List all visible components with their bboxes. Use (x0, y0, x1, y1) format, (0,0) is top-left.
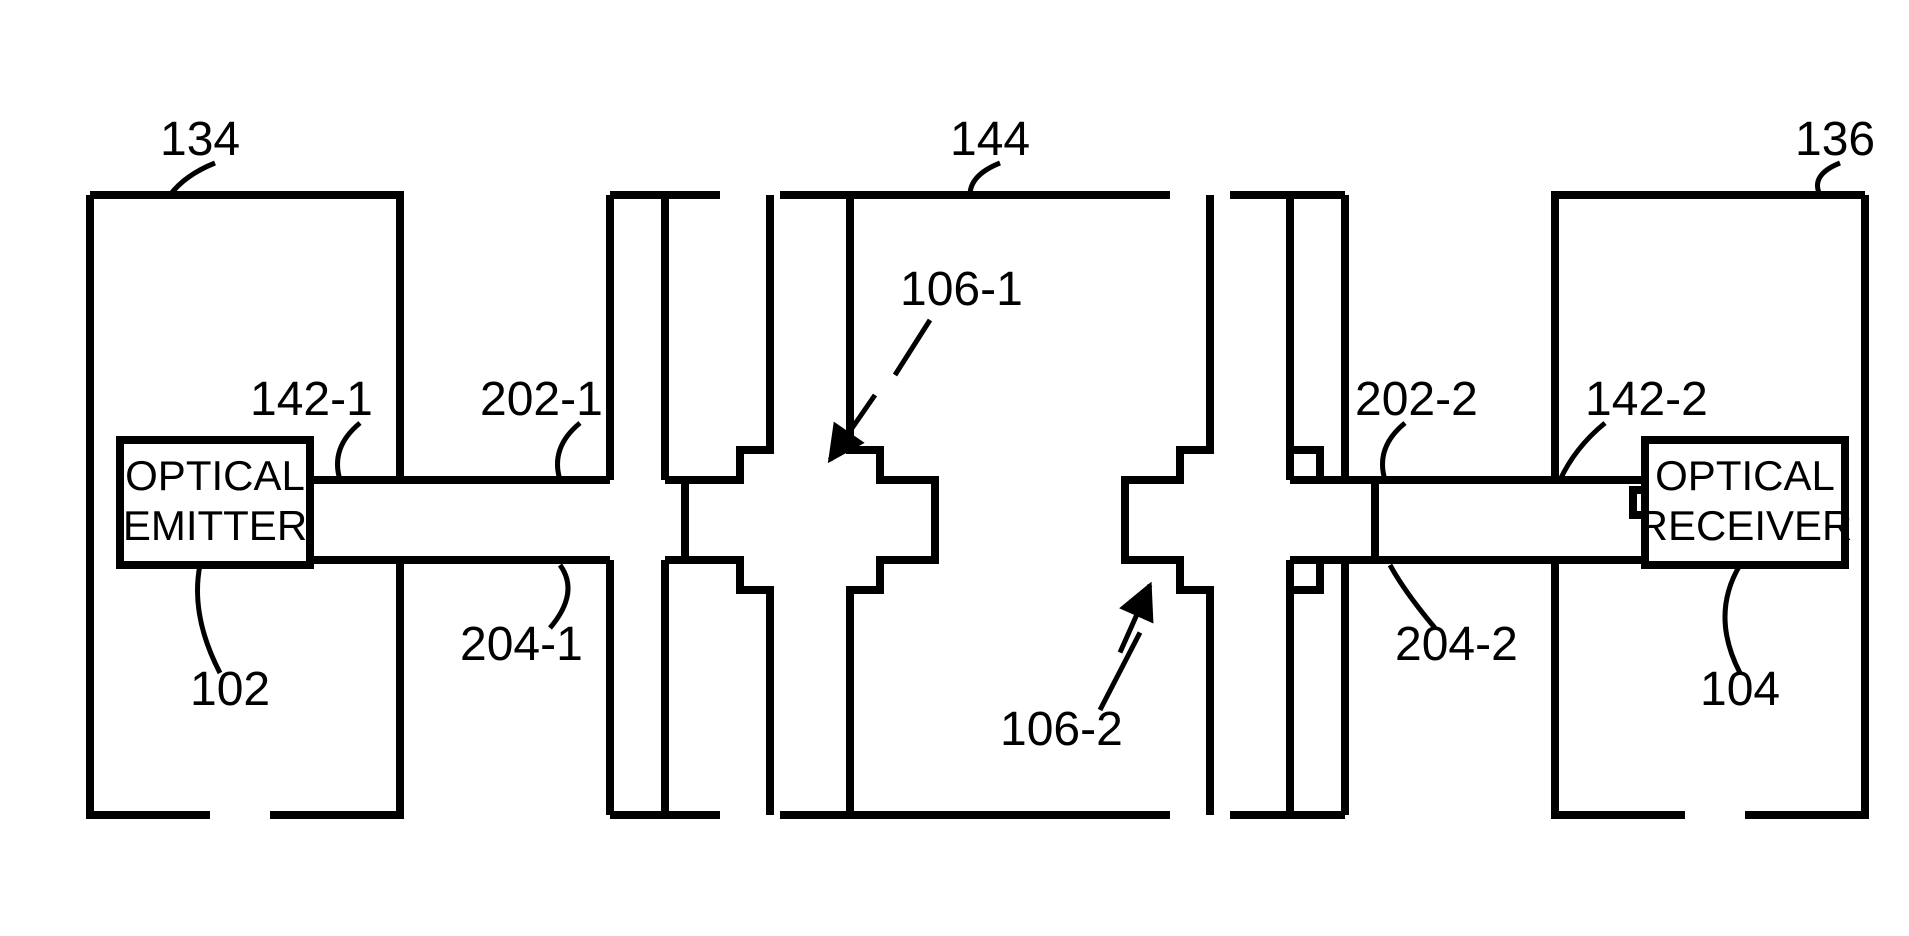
svg-text:OPTICAL: OPTICAL (1655, 452, 1835, 499)
svg-text:RECEIVER: RECEIVER (1638, 502, 1853, 549)
svg-text:102: 102 (190, 663, 270, 716)
svg-text:142-2: 142-2 (1585, 373, 1708, 426)
svg-text:142-1: 142-1 (250, 373, 373, 426)
svg-text:144: 144 (950, 113, 1030, 166)
svg-text:EMITTER: EMITTER (123, 502, 307, 549)
optical-link-diagram: OPTICALEMITTEROPTICALRECEIVER13414413614… (0, 0, 1909, 936)
svg-text:106-2: 106-2 (1000, 703, 1123, 756)
svg-text:OPTICAL: OPTICAL (125, 452, 305, 499)
svg-text:134: 134 (160, 113, 240, 166)
svg-text:136: 136 (1795, 113, 1875, 166)
svg-text:204-2: 204-2 (1395, 618, 1518, 671)
svg-text:204-1: 204-1 (460, 618, 583, 671)
svg-text:202-2: 202-2 (1355, 373, 1478, 426)
svg-text:106-1: 106-1 (900, 263, 1023, 316)
svg-text:202-1: 202-1 (480, 373, 603, 426)
